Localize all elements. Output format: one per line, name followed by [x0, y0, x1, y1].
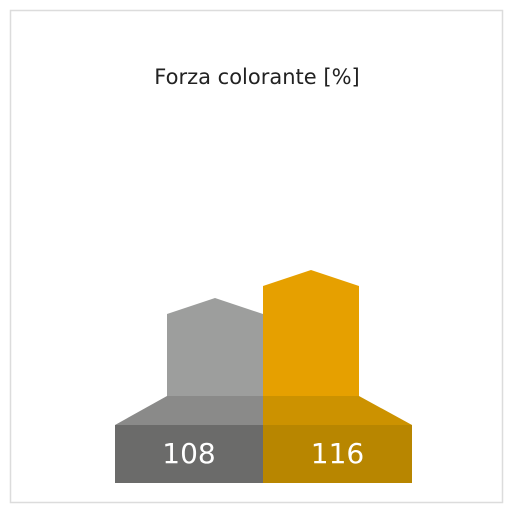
value-label: 116: [311, 437, 364, 470]
value-label: 108: [162, 437, 215, 470]
house: [263, 270, 359, 396]
house-base: [263, 425, 412, 483]
house-base: [115, 425, 263, 483]
house-base-slope: [263, 396, 412, 425]
chart-title: Forza colorante [%]: [154, 65, 359, 89]
house-base-slope: [115, 396, 263, 425]
house: [167, 298, 263, 396]
